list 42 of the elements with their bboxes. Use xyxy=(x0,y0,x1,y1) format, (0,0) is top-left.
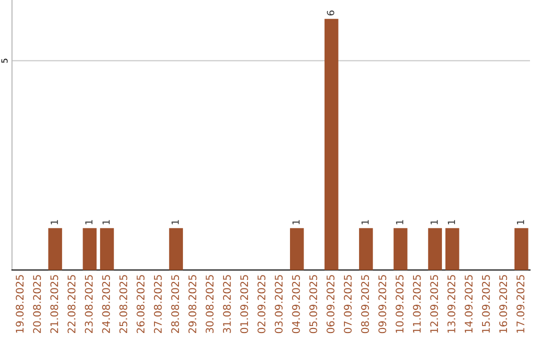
x-tick-label: 29.08.2025 xyxy=(188,275,196,334)
x-tick-label: 06.09.2025 xyxy=(326,275,334,334)
x-tick-label: 25.08.2025 xyxy=(119,275,128,334)
x-tick-label: 15.09.2025 xyxy=(482,275,490,333)
x-tick-label: 07.09.2025 xyxy=(344,275,352,334)
x-tick-label: 20.08.2025 xyxy=(33,275,41,334)
data-label: 1 xyxy=(50,220,58,224)
x-tick-label: 16.09.2025 xyxy=(499,275,508,333)
data-label: 1 xyxy=(172,220,179,224)
x-tick-label: 22.08.2025 xyxy=(68,275,76,334)
x-tick-label: 08.09.2025 xyxy=(361,275,369,334)
data-label: 1 xyxy=(516,220,524,224)
x-tick-label: 13.09.2025 xyxy=(447,275,456,333)
data-label: 1 xyxy=(448,220,455,224)
x-tick-label: 11.09.2025 xyxy=(412,275,421,333)
x-tick-label: 09.09.2025 xyxy=(378,275,386,334)
x-tick-label: 19.08.2025 xyxy=(16,275,24,333)
x-tick-label: 23.08.2025 xyxy=(84,275,93,334)
x-tick-label: 05.09.2025 xyxy=(309,275,318,334)
x-tick-label: 17.09.2025 xyxy=(516,275,524,333)
data-label: 6 xyxy=(326,10,334,16)
x-tick-label: 28.08.2025 xyxy=(171,275,180,334)
data-label: 1 xyxy=(430,220,438,224)
x-tick-label: 14.09.2025 xyxy=(464,275,473,333)
x-tick-label: 02.09.2025 xyxy=(258,275,266,334)
data-label: 1 xyxy=(85,220,92,224)
x-tick-label: 04.09.2025 xyxy=(292,275,300,334)
x-tick-label: 01.09.2025 xyxy=(240,275,248,334)
data-label: 1 xyxy=(102,220,110,224)
x-tick-label: 27.08.2025 xyxy=(154,275,162,334)
x-tick-label: 26.08.2025 xyxy=(136,275,145,334)
data-label: 1 xyxy=(292,220,300,224)
x-tick-label: 31.08.2025 xyxy=(222,275,231,334)
x-tick-label: 30.08.2025 xyxy=(206,275,214,334)
y-tick-label: 5 xyxy=(1,58,8,63)
data-label: 1 xyxy=(362,220,369,224)
x-tick-label: 21.08.2025 xyxy=(50,275,58,334)
x-tick-label: 24.08.2025 xyxy=(102,275,110,334)
x-tick-label: 10.09.2025 xyxy=(396,275,404,333)
x-tick-label: 12.09.2025 xyxy=(430,275,438,333)
x-tick-label: 03.09.2025 xyxy=(274,275,283,334)
data-label: 1 xyxy=(396,220,404,224)
